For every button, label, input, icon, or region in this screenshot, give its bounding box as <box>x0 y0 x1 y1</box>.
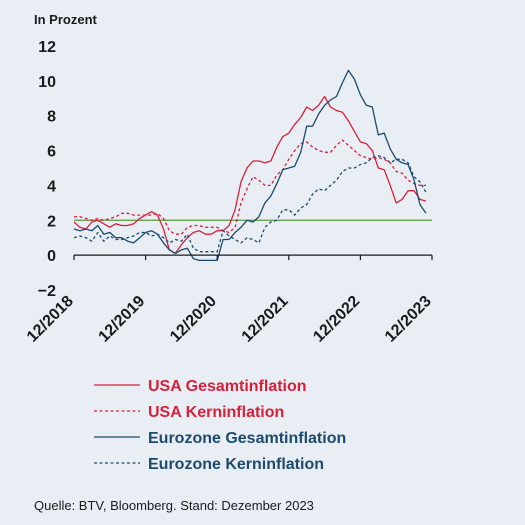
y-tick-label: 2 <box>47 213 56 230</box>
x-tick-label: 12/2021 <box>239 293 292 346</box>
y-tick-label: 8 <box>47 109 56 126</box>
y-tick-label: 10 <box>38 74 56 91</box>
series-lines <box>73 69 427 262</box>
y-axis-unit-label: In Prozent <box>34 12 98 27</box>
series-line-1 <box>73 95 427 255</box>
y-tick-label: 12 <box>38 39 56 56</box>
x-tick-label: 12/2022 <box>310 293 363 346</box>
legend-label-3: Eurozone Gesamtinflation <box>148 430 346 447</box>
series-line-3 <box>73 69 427 262</box>
y-tick-label: 6 <box>47 144 56 161</box>
series-line-4 <box>73 155 427 253</box>
x-tick-label: 12/2020 <box>167 293 220 346</box>
legend: USA Gesamtinflation USA Kerninflation Euro… <box>94 378 346 473</box>
y-tick-label: −2 <box>38 283 56 300</box>
legend-label-1: USA Gesamtinflation <box>148 378 307 395</box>
legend-label-2: USA Kerninflation <box>148 404 284 421</box>
legend-label-4: Eurozone Kerninflation <box>148 456 324 473</box>
x-tick-label: 12/2023 <box>382 293 435 346</box>
x-tick-label: 12/2019 <box>96 293 149 346</box>
y-tick-label: 0 <box>47 248 56 265</box>
series-line-2 <box>74 139 426 235</box>
x-axis: 12/2018 12/2019 12/2020 12/2021 12/2022 12/20… <box>24 254 435 346</box>
y-axis-ticks: −2 0 2 4 6 8 10 12 <box>38 39 56 300</box>
source-note: Quelle: BTV, Bloomberg. Stand: Dezember … <box>34 498 314 513</box>
x-tick-label: 12/2018 <box>24 293 77 346</box>
y-tick-label: 4 <box>47 178 56 195</box>
